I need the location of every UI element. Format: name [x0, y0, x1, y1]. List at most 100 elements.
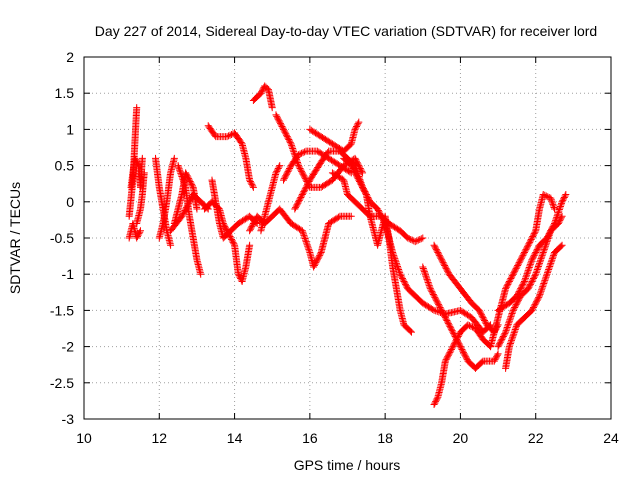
data-point — [531, 250, 539, 258]
data-point — [541, 242, 549, 250]
data-point — [514, 262, 522, 270]
data-point — [516, 257, 524, 265]
series-track-15 — [257, 162, 284, 235]
data-point — [297, 166, 305, 174]
data-point — [390, 252, 398, 260]
data-point — [374, 206, 382, 214]
data-point — [507, 275, 515, 283]
data-point — [526, 262, 534, 270]
data-point — [506, 316, 514, 324]
data-point — [182, 169, 190, 177]
data-point — [525, 263, 533, 271]
data-point — [133, 104, 141, 112]
data-point — [300, 188, 308, 196]
data-point — [446, 322, 454, 330]
data-point — [550, 221, 558, 229]
data-point — [545, 264, 553, 272]
data-point — [539, 250, 547, 258]
data-point — [285, 136, 293, 144]
data-point — [502, 328, 510, 336]
data-point — [460, 350, 468, 358]
data-point — [305, 245, 313, 253]
data-point — [431, 399, 439, 407]
data-point — [359, 183, 367, 191]
data-point — [541, 191, 549, 199]
data-point — [380, 218, 388, 226]
data-point — [561, 192, 569, 200]
data-point — [538, 286, 546, 294]
data-point — [335, 213, 343, 221]
data-point — [508, 335, 516, 343]
data-point — [354, 120, 362, 128]
data-point — [377, 211, 385, 219]
data-point — [468, 323, 476, 331]
data-point — [533, 267, 541, 275]
data-point — [429, 289, 437, 297]
data-point — [533, 246, 541, 254]
data-point — [378, 214, 386, 222]
data-point — [481, 318, 489, 326]
data-point — [539, 281, 547, 289]
data-point — [188, 180, 196, 188]
data-point — [559, 196, 567, 204]
data-point — [514, 298, 522, 306]
data-point — [528, 306, 536, 314]
data-point — [558, 241, 566, 249]
data-point — [174, 162, 182, 170]
data-point — [360, 186, 368, 194]
data-point — [502, 327, 510, 335]
data-point — [505, 343, 513, 351]
data-point — [377, 212, 385, 220]
data-point — [547, 227, 555, 235]
data-point — [258, 86, 266, 94]
data-point — [514, 260, 522, 268]
series-track-18 — [280, 147, 355, 184]
data-point — [285, 166, 293, 174]
data-point — [353, 121, 361, 129]
data-point — [535, 261, 543, 269]
data-point — [532, 247, 540, 255]
data-point — [509, 333, 517, 341]
data-point — [537, 255, 545, 263]
data-point — [283, 133, 291, 141]
data-point — [501, 330, 509, 338]
data-point — [430, 241, 438, 249]
data-point — [230, 240, 238, 248]
data-point — [533, 296, 541, 304]
data-point — [553, 212, 561, 220]
data-point — [406, 327, 414, 335]
data-point — [420, 266, 428, 274]
data-point — [478, 312, 486, 320]
y-tick-label: -2.5 — [50, 375, 74, 391]
data-point — [296, 164, 304, 172]
data-point — [428, 288, 436, 296]
data-point — [297, 193, 305, 201]
data-point — [511, 304, 519, 312]
data-point — [228, 237, 236, 245]
data-point — [225, 132, 233, 140]
data-point — [183, 172, 191, 180]
data-point — [514, 289, 522, 297]
data-point — [454, 338, 462, 346]
data-point — [133, 234, 141, 242]
data-point — [304, 244, 312, 252]
data-point — [443, 266, 451, 274]
series-track-24 — [419, 263, 502, 372]
data-point — [558, 198, 566, 206]
data-point — [430, 292, 438, 300]
data-point — [352, 156, 360, 164]
data-point — [511, 327, 519, 335]
data-point — [234, 270, 242, 278]
data-point — [555, 207, 563, 215]
data-point — [441, 357, 449, 365]
data-point — [449, 328, 457, 336]
data-point — [419, 234, 427, 242]
data-point — [305, 247, 313, 255]
data-point — [510, 329, 518, 337]
data-point — [352, 124, 360, 132]
data-point — [292, 202, 300, 210]
data-point — [177, 169, 185, 177]
data-point — [134, 160, 142, 168]
data-point — [355, 172, 363, 180]
